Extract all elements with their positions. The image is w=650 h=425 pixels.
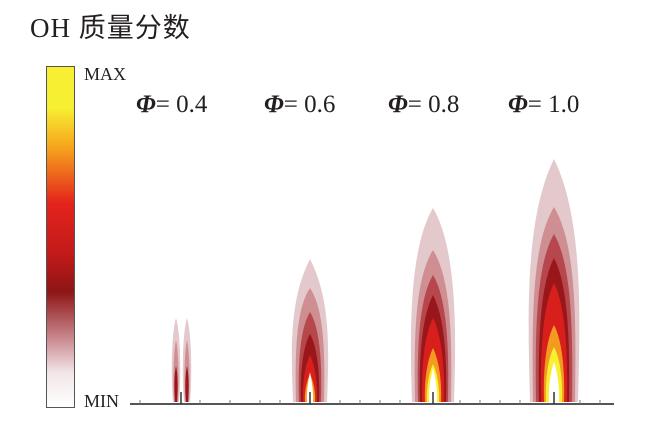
case-value: = 0.4 <box>155 91 208 118</box>
case-label-2: Φ= 0.6 <box>264 91 335 119</box>
flame-phi-0-8 <box>410 208 456 404</box>
colorbar-max-label: MAX <box>84 64 127 84</box>
baseline <box>130 400 614 405</box>
case-value: = 0.6 <box>283 91 336 118</box>
case-value: = 1.0 <box>527 91 580 118</box>
colorbar <box>46 66 75 408</box>
colorbar-min-label: MIN <box>84 391 119 411</box>
flame-phi-0-6 <box>291 259 329 404</box>
phi-symbol: Φ <box>264 91 284 118</box>
case-label-4: Φ= 1.0 <box>508 91 579 119</box>
flame-phi-1-0 <box>528 159 580 404</box>
case-value: = 0.8 <box>407 91 460 118</box>
case-label-3: Φ= 0.8 <box>388 91 459 119</box>
phi-symbol: Φ <box>388 91 408 118</box>
case-label-1: Φ= 0.4 <box>136 91 207 119</box>
phi-symbol: Φ <box>508 91 528 118</box>
figure-title: OH 质量分数 <box>30 13 191 43</box>
flame-phi-0-4 <box>171 318 192 404</box>
phi-symbol: Φ <box>136 91 156 118</box>
